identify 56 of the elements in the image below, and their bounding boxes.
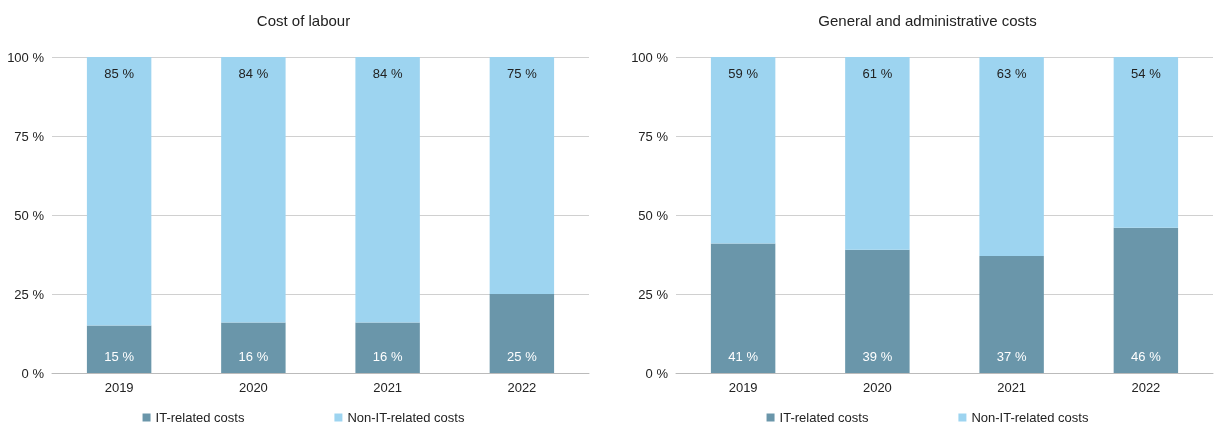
y-tick-label: 75 %: [638, 128, 669, 144]
x-tick-label: 2019: [728, 380, 758, 395]
bar: [710, 57, 776, 244]
legend-label: Non-IT-related costs: [347, 410, 465, 425]
data-label: 59 %: [728, 66, 759, 81]
data-label: 25 %: [507, 349, 538, 364]
y-tick-label: 50 %: [638, 207, 669, 223]
x-tick-label: 2022: [1131, 380, 1161, 395]
x-tick-label: 2020: [862, 380, 892, 395]
y-tick-label: 50 %: [14, 207, 45, 223]
bar: [489, 57, 555, 294]
legend-label: Non-IT-related costs: [971, 410, 1089, 425]
x-tick-label: 2021: [373, 380, 403, 395]
data-label: 85 %: [104, 66, 135, 81]
legend-label: IT-related costs: [779, 410, 869, 425]
data-label: 61 %: [862, 66, 893, 81]
bar: [221, 322, 286, 373]
data-label: 16 %: [238, 349, 269, 364]
y-tick-label: 25 %: [638, 286, 669, 302]
x-tick-label: 2019: [104, 380, 134, 395]
y-tick-label: 0 %: [21, 365, 45, 381]
bar: [1113, 227, 1179, 373]
chart-title: Cost of labour: [256, 12, 351, 29]
data-label: 39 %: [862, 349, 893, 364]
bar: [86, 57, 152, 326]
bar: [86, 325, 152, 373]
data-label: 16 %: [372, 349, 403, 364]
bar: [489, 294, 555, 373]
bar: [979, 256, 1044, 373]
bar: [710, 243, 776, 373]
y-tick-label: 75 %: [14, 128, 45, 144]
bar: [979, 57, 1044, 257]
chart-title: General and administrative costs: [818, 12, 1037, 29]
bar: [355, 322, 420, 373]
data-label: 84 %: [372, 66, 403, 81]
bar: [1113, 57, 1179, 228]
data-label: 46 %: [1131, 349, 1162, 364]
x-tick-label: 2021: [997, 380, 1027, 395]
data-label: 63 %: [996, 66, 1027, 81]
bar: [845, 249, 910, 373]
y-tick-label: 25 %: [14, 286, 45, 302]
data-label: 54 %: [1131, 66, 1162, 81]
data-label: 37 %: [996, 349, 1027, 364]
y-tick-label: 100 %: [7, 49, 45, 65]
bar: [355, 57, 420, 323]
legend-label: IT-related costs: [155, 410, 245, 425]
bar: [221, 57, 286, 323]
y-tick-label: 100 %: [631, 49, 669, 65]
x-tick-label: 2022: [507, 380, 537, 395]
bar: [845, 57, 910, 250]
data-label: 41 %: [728, 349, 759, 364]
x-tick-label: 2020: [238, 380, 268, 395]
data-label: 15 %: [104, 349, 135, 364]
data-label: 75 %: [507, 66, 538, 81]
data-label: 84 %: [238, 66, 269, 81]
y-tick-label: 0 %: [645, 365, 669, 381]
